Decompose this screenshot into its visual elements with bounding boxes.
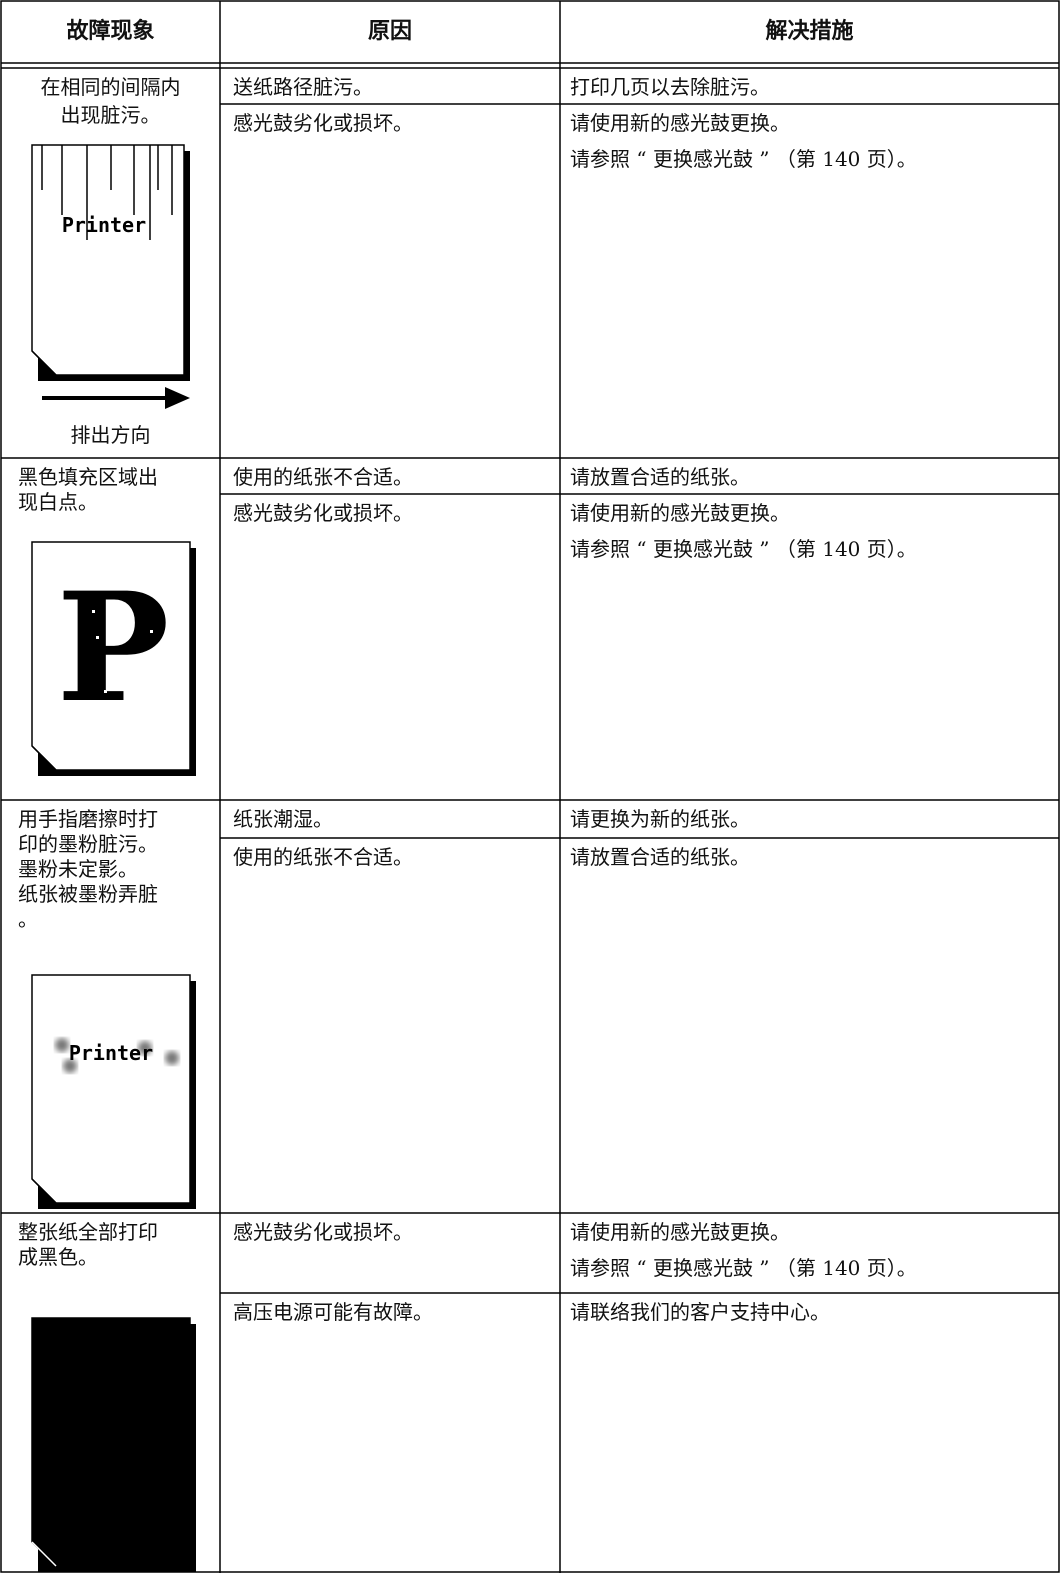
sheet xyxy=(31,144,185,376)
symptom: 纸张被墨粉弄脏 xyxy=(18,882,158,906)
column-header: 解决措施 xyxy=(765,19,854,44)
white-dot xyxy=(120,625,123,628)
white-dot xyxy=(92,610,95,613)
symptom: 出现脏污。 xyxy=(60,103,161,127)
remedy: 请放置合适的纸张。 xyxy=(570,465,750,489)
cause: 使用的纸张不合适。 xyxy=(233,845,413,869)
remedy: 请参照 “ 更换感光鼓 ” （第 140 页）。 xyxy=(570,1256,917,1280)
cause: 感光鼓劣化或损坏。 xyxy=(233,111,413,135)
cause: 使用的纸张不合适。 xyxy=(233,465,413,489)
remedy: 请联络我们的客户支持中心。 xyxy=(570,1300,830,1324)
remedy: 请使用新的感光鼓更换。 xyxy=(570,1220,790,1244)
smudge xyxy=(138,1041,152,1055)
symptom: 。 xyxy=(18,907,38,931)
column-header: 原因 xyxy=(367,19,412,44)
sheet xyxy=(31,541,191,771)
remedy: 请更换为新的纸张。 xyxy=(570,807,750,831)
remedy: 请使用新的感光鼓更换。 xyxy=(570,111,790,135)
cause: 感光鼓劣化或损坏。 xyxy=(233,501,413,525)
symptom: 现白点。 xyxy=(18,490,98,514)
symptom: 墨粉未定影。 xyxy=(18,857,138,881)
white-dot xyxy=(150,630,153,633)
column-header: 故障现象 xyxy=(66,19,155,44)
symptom: 整张纸全部打印 xyxy=(18,1220,158,1244)
illustration-text: Printer xyxy=(62,213,146,237)
white-dot xyxy=(104,690,107,693)
arrow-head xyxy=(165,387,190,409)
remedy: 请参照 “ 更换感光鼓 ” （第 140 页）。 xyxy=(570,537,917,561)
smudge xyxy=(165,1051,179,1065)
smudge xyxy=(63,1059,77,1073)
sheet xyxy=(31,1317,191,1567)
sheet-fold xyxy=(31,350,57,376)
illustration-text: P xyxy=(57,560,170,736)
white-dot xyxy=(118,660,121,663)
cause: 高压电源可能有故障。 xyxy=(233,1300,433,1324)
symptom: 黑色填充区域出 xyxy=(18,465,158,489)
sheet-fold xyxy=(31,1178,57,1204)
sheet xyxy=(31,974,191,1204)
remedy: 请参照 “ 更换感光鼓 ” （第 140 页）。 xyxy=(570,147,917,171)
sheet-fold xyxy=(31,1541,57,1567)
symptom: 用手指磨擦时打 xyxy=(18,807,158,831)
sheet-fold xyxy=(31,745,57,771)
symptom: 成黑色。 xyxy=(18,1245,98,1269)
remedy: 请放置合适的纸张。 xyxy=(570,845,750,869)
illustration-caption: 排出方向 xyxy=(70,423,151,447)
remedy: 请使用新的感光鼓更换。 xyxy=(570,501,790,525)
white-dot xyxy=(96,636,99,639)
symptom: 在相同的间隔内 xyxy=(40,75,181,99)
smudge xyxy=(55,1038,69,1052)
cause: 纸张潮湿。 xyxy=(233,807,333,831)
illustration-text: Printer xyxy=(69,1041,153,1065)
symptom: 印的墨粉脏污。 xyxy=(18,832,158,856)
remedy: 打印几页以去除脏污。 xyxy=(570,75,770,99)
cause: 感光鼓劣化或损坏。 xyxy=(233,1220,413,1244)
cause: 送纸路径脏污。 xyxy=(233,75,373,99)
